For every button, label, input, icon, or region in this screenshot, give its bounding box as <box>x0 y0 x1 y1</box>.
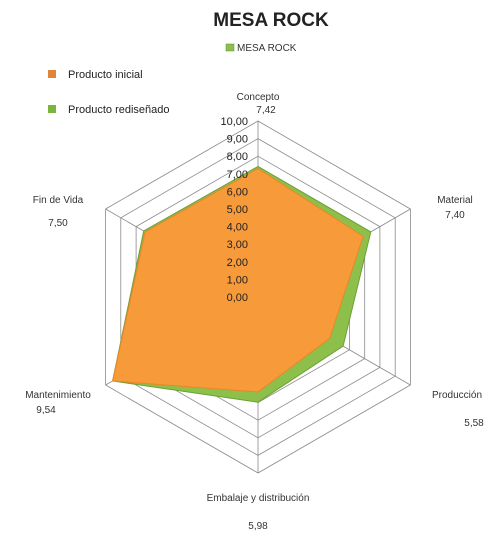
axis-value-label: 7,40 <box>445 210 465 221</box>
side-legend-label-redisenado: Producto rediseñado <box>68 104 170 116</box>
axis-category-label: Material <box>437 195 473 206</box>
axis-value-label: 5,58 <box>464 418 484 429</box>
tick-label: 8,00 <box>227 151 248 163</box>
tick-label: 7,00 <box>227 169 248 181</box>
tick-label: 2,00 <box>227 257 248 269</box>
radar-series <box>111 165 372 403</box>
series-area-inicial <box>111 167 364 393</box>
tick-label: 1,00 <box>227 274 248 286</box>
side-legend: Producto inicial Producto rediseñado <box>48 69 170 116</box>
axis-value-label: 5,98 <box>248 521 268 532</box>
radar-axis-labels: Concepto 7,42 Material 7,40 Producción 5,58 Em… <box>25 92 484 532</box>
tick-label: 10,00 <box>220 116 248 128</box>
tick-label: 0,00 <box>227 292 248 304</box>
axis-category-label: Fin de Vida <box>33 195 84 206</box>
axis-category-label: Embalaje y distribución <box>207 493 310 504</box>
tick-label: 6,00 <box>227 186 248 198</box>
chart-title: MESA ROCK <box>213 10 329 31</box>
top-legend-swatch <box>225 43 235 52</box>
tick-label: 4,00 <box>227 222 248 234</box>
side-legend-swatch-inicial <box>48 70 56 78</box>
axis-value-label: 9,54 <box>36 405 56 416</box>
tick-label: 5,00 <box>227 204 248 216</box>
axis-value-label: 7,42 <box>256 105 276 116</box>
top-legend-label: MESA ROCK <box>237 43 297 54</box>
axis-category-label: Producción <box>432 390 482 401</box>
top-legend: MESA ROCK <box>225 43 297 54</box>
axis-category-label: Concepto <box>237 92 280 103</box>
axis-category-label: Mantenimiento <box>25 390 91 401</box>
tick-label: 9,00 <box>227 134 248 146</box>
side-legend-swatch-redisenado <box>48 105 56 113</box>
radar-tick-labels: 0,00 1,00 2,00 3,00 4,00 5,00 6,00 7,00 8,00 9,00… <box>220 116 248 304</box>
side-legend-label-inicial: Producto inicial <box>68 69 143 81</box>
tick-label: 3,00 <box>227 239 248 251</box>
axis-value-label: 7,50 <box>48 218 68 229</box>
